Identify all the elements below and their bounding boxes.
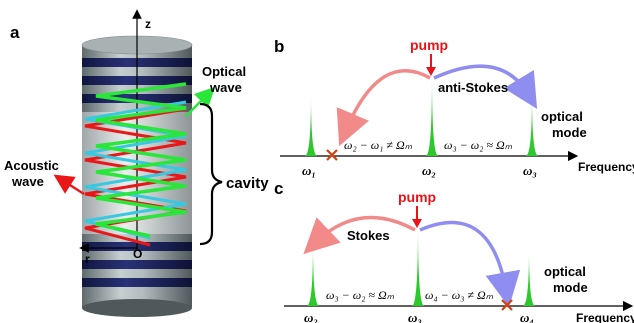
mode-label-omega2: ω₂ — [422, 163, 436, 178]
frequency-axis-label-b: Frequency — [578, 160, 634, 174]
panel-label-c: c — [274, 179, 283, 198]
mode-peak-omega1 — [305, 95, 317, 156]
anti-stokes-arc-b — [433, 64, 538, 109]
optical-wave-label-line1: Optical — [202, 64, 246, 79]
stokes-arc-b — [336, 69, 431, 147]
frequency-axis-label-c: Frequency — [576, 311, 634, 323]
mode-peak-omega3 — [526, 95, 538, 156]
pump-label-b: pump — [410, 37, 448, 53]
mode-label-omega4-c: ω₄ — [520, 310, 534, 323]
mode-peak-omega2 — [426, 75, 438, 156]
relation-right-b: ω₃ − ω₂ ≈ Ωₘ — [444, 138, 513, 152]
stokes-arc-c — [303, 215, 416, 255]
forbidden-mark-b — [326, 149, 338, 161]
optical-mode-label-b-line2: mode — [552, 125, 587, 140]
z-axis-label: z — [145, 17, 151, 31]
forbidden-mark-c — [501, 299, 513, 311]
mode-label-omega2-c: ω₂ — [304, 310, 318, 323]
mode-label-omega1: ω₁ — [302, 163, 316, 178]
acoustic-wave-label-line2: wave — [11, 174, 44, 189]
cavity-brace — [199, 102, 223, 246]
mode-peak-omega3-c — [412, 226, 424, 306]
optical-wave-green — [95, 82, 187, 238]
panel-label-b: b — [274, 37, 284, 56]
mode-label-omega3: ω₃ — [523, 163, 537, 178]
panel-b: b Frequency ω₁ ω₂ ω₃ pump anti-Stokes op… — [274, 37, 634, 178]
optical-mode-label-c-line2: mode — [553, 280, 588, 295]
origin-label: O — [133, 247, 142, 261]
r-axis-label: r — [85, 252, 90, 266]
optical-mode-label-c-line1: optical — [544, 264, 586, 279]
relation-right-c: ω₄ − ω₃ ≠ Ωₘ — [425, 288, 494, 302]
pump-arrowhead-c — [412, 219, 422, 228]
relation-left-b: ω₂ − ω₁ ≠ Ωₘ — [344, 138, 413, 152]
panel-c: c Frequency ω₂ ω₃ ω₄ pump Stokes optical… — [274, 179, 634, 323]
optical-mode-label-b-line1: optical — [541, 109, 583, 124]
optical-wave-arrow — [185, 86, 216, 117]
cavity-label: cavity — [226, 175, 269, 192]
mode-peak-omega4-c — [523, 250, 535, 306]
acoustic-wave-arrow — [53, 174, 85, 196]
anti-stokes-label: anti-Stokes — [438, 80, 508, 95]
relation-left-c: ω₃ − ω₂ ≈ Ωₘ — [326, 288, 395, 302]
mode-label-omega3-c: ω₃ — [408, 310, 422, 323]
anti-stokes-arc-c — [419, 220, 521, 308]
pump-arrowhead-b — [426, 67, 436, 76]
pump-label-c: pump — [398, 189, 436, 205]
acoustic-wave-label-line1: Acoustic — [4, 158, 59, 173]
panel-a: a z r O Optical — [4, 9, 269, 317]
optical-wave-label-line2: wave — [209, 80, 242, 95]
panel-label-a: a — [10, 23, 20, 42]
stokes-label: Stokes — [347, 228, 390, 243]
mode-peak-omega2-c — [307, 244, 319, 306]
